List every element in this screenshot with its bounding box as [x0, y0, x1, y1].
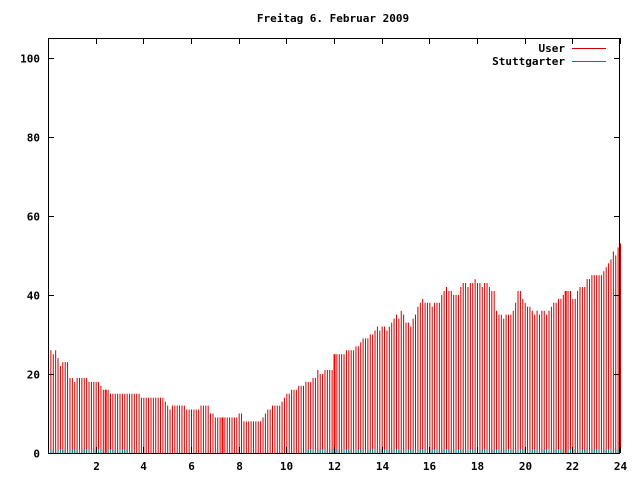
x-tick-label: 6	[188, 460, 195, 473]
y-tick-label: 20	[27, 369, 40, 382]
x-tick-label: 8	[236, 460, 243, 473]
x-tick-label: 16	[423, 460, 437, 473]
x-tick-label: 10	[280, 460, 293, 473]
x-tick-label: 2	[93, 460, 100, 473]
y-tick-label: 100	[20, 53, 40, 66]
chart-title: Freitag 6. Februar 2009	[257, 12, 409, 25]
legend-label: Stuttgarter	[492, 55, 565, 68]
y-tick-label: 40	[27, 290, 40, 303]
y-tick-label: 80	[27, 132, 40, 145]
legend-label: User	[539, 42, 566, 55]
x-tick-label: 20	[519, 460, 532, 473]
x-tick-label: 12	[328, 460, 341, 473]
bars-layer	[48, 243, 621, 453]
x-tick-label: 14	[376, 460, 390, 473]
x-tick-label: 24	[614, 460, 628, 473]
y-tick-label: 60	[27, 211, 40, 224]
y-tick-label: 0	[33, 448, 40, 461]
x-tick-label: 4	[140, 460, 147, 473]
x-tick-label: 18	[471, 460, 484, 473]
x-tick-label: 22	[566, 460, 579, 473]
